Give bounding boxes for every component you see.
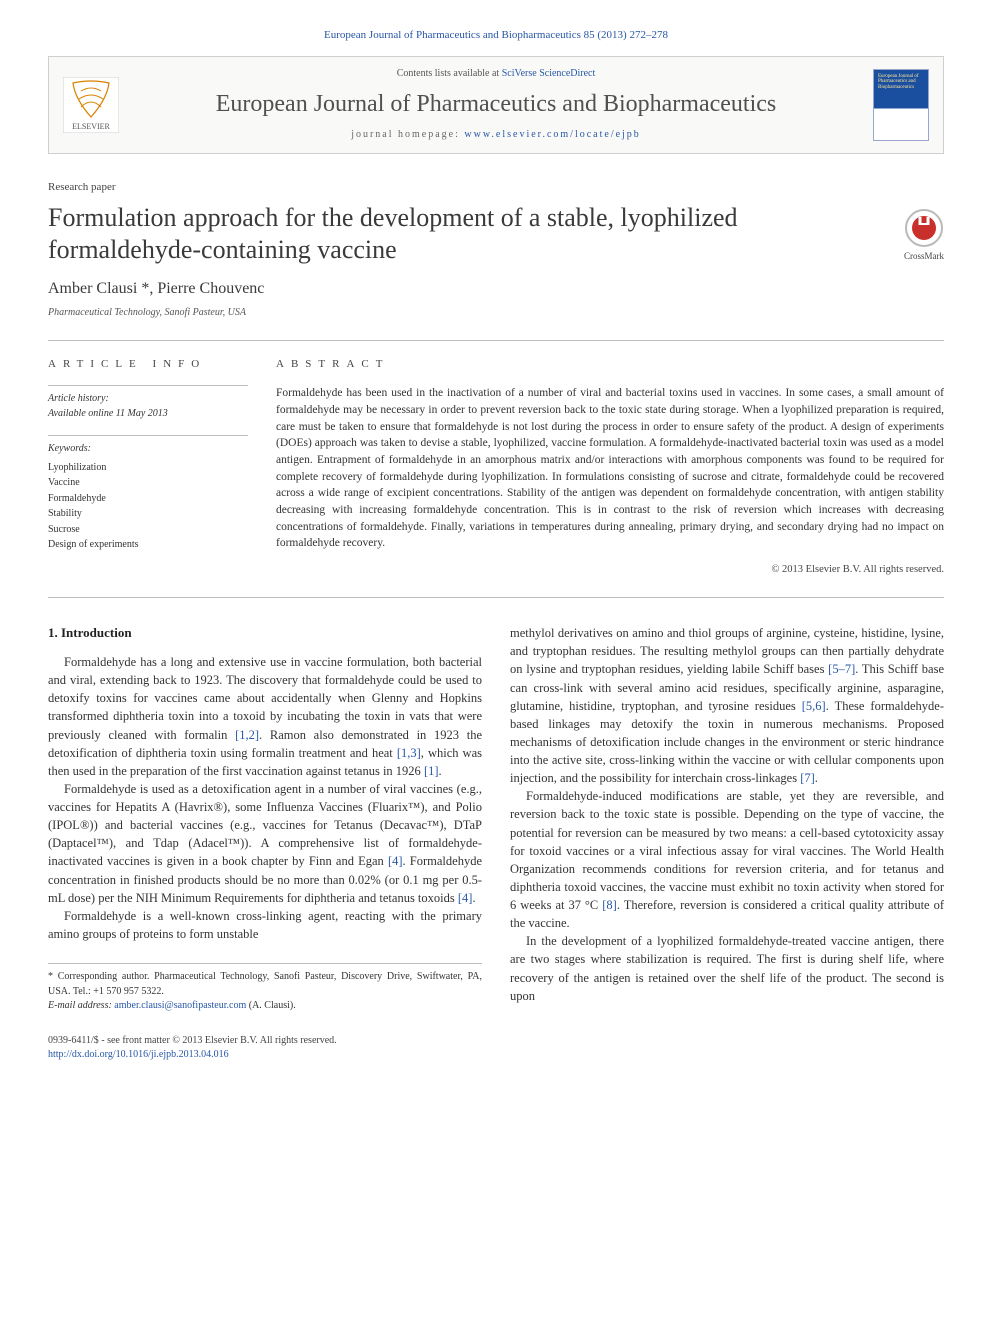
journal-cover-thumbnail: European Journal of Pharmaceutics and Bi… xyxy=(873,69,929,141)
contents-prefix: Contents lists available at xyxy=(397,68,502,79)
cite-link[interactable]: [4] xyxy=(458,891,473,905)
bottom-matter: 0939-6411/$ - see front matter © 2013 El… xyxy=(48,1034,944,1063)
paragraph: Formaldehyde is used as a detoxification… xyxy=(48,780,482,907)
crossmark-badge[interactable]: CrossMark xyxy=(904,208,944,263)
para-text: . xyxy=(472,891,475,905)
cite-link[interactable]: [5,6] xyxy=(802,699,826,713)
section-heading-intro: 1. Introduction xyxy=(48,624,482,643)
affiliation: Pharmaceutical Technology, Sanofi Pasteu… xyxy=(48,306,944,321)
email-link[interactable]: amber.clausi@sanofipasteur.com xyxy=(114,1000,246,1011)
article-info-heading: ARTICLE INFO xyxy=(48,357,248,373)
issn-line: 0939-6411/$ - see front matter © 2013 El… xyxy=(48,1034,944,1049)
history-label: Article history: xyxy=(48,393,109,404)
article-type-label: Research paper xyxy=(48,180,944,196)
homepage-line: journal homepage: www.elsevier.com/locat… xyxy=(127,128,865,143)
paragraph: In the development of a lyophilized form… xyxy=(510,932,944,1005)
cite-link[interactable]: [8] xyxy=(602,898,617,912)
paragraph: methylol derivatives on amino and thiol … xyxy=(510,624,944,787)
svg-text:ELSEVIER: ELSEVIER xyxy=(72,122,110,131)
homepage-link[interactable]: www.elsevier.com/locate/ejpb xyxy=(464,129,640,140)
cite-link[interactable]: [1] xyxy=(424,764,439,778)
footnote-block: * Corresponding author. Pharmaceutical T… xyxy=(48,963,482,1014)
doi-link[interactable]: http://dx.doi.org/10.1016/ji.ejpb.2013.0… xyxy=(48,1049,229,1060)
cite-link[interactable]: [7] xyxy=(800,771,815,785)
keyword: Stability xyxy=(48,506,248,522)
corresponding-author: * Corresponding author. Pharmaceutical T… xyxy=(48,970,482,999)
paragraph: Formaldehyde has a long and extensive us… xyxy=(48,653,482,780)
abstract-column: ABSTRACT Formaldehyde has been used in t… xyxy=(276,357,944,577)
crossmark-icon xyxy=(904,208,944,248)
sciencedirect-link[interactable]: SciVerse ScienceDirect xyxy=(502,68,596,79)
para-text: Formaldehyde-induced modifications are s… xyxy=(510,789,944,912)
cover-thumb-text: European Journal of Pharmaceutics and Bi… xyxy=(878,74,928,91)
cite-link[interactable]: [1,2] xyxy=(235,728,259,742)
authors: Amber Clausi *, Pierre Chouvenc xyxy=(48,277,944,300)
info-abstract-wrap: ARTICLE INFO Article history: Available … xyxy=(48,340,944,598)
abstract-text: Formaldehyde has been used in the inacti… xyxy=(276,385,944,552)
abstract-copyright: © 2013 Elsevier B.V. All rights reserved… xyxy=(276,562,944,577)
para-text: Formaldehyde is a well-known cross-linki… xyxy=(48,909,482,941)
keyword: Sucrose xyxy=(48,522,248,538)
homepage-prefix: journal homepage: xyxy=(351,129,464,140)
keyword: Lyophilization xyxy=(48,460,248,476)
para-text: . xyxy=(815,771,818,785)
keywords-block: Keywords: Lyophilization Vaccine Formald… xyxy=(48,435,248,553)
email-label: E-mail address: xyxy=(48,1000,114,1011)
para-text: In the development of a lyophilized form… xyxy=(510,934,944,1002)
body-columns: 1. Introduction Formaldehyde has a long … xyxy=(48,624,944,1013)
keyword: Vaccine xyxy=(48,475,248,491)
keyword: Formaldehyde xyxy=(48,491,248,507)
cite-link[interactable]: [4] xyxy=(388,854,403,868)
elsevier-logo: ELSEVIER xyxy=(63,77,119,133)
citation-banner: European Journal of Pharmaceutics and Bi… xyxy=(48,28,944,44)
contents-line: Contents lists available at SciVerse Sci… xyxy=(127,67,865,82)
crossmark-label: CrossMark xyxy=(904,250,944,263)
header-left: ELSEVIER xyxy=(63,77,119,133)
paper-title: Formulation approach for the development… xyxy=(48,202,886,267)
email-line: E-mail address: amber.clausi@sanofipaste… xyxy=(48,999,482,1014)
title-row: Formulation approach for the development… xyxy=(48,202,944,277)
cite-link[interactable]: [1,3] xyxy=(397,746,421,760)
journal-name: European Journal of Pharmaceutics and Bi… xyxy=(127,87,865,122)
cite-link[interactable]: [5–7] xyxy=(828,662,855,676)
article-info-column: ARTICLE INFO Article history: Available … xyxy=(48,357,248,577)
journal-header-box: ELSEVIER Contents lists available at Sci… xyxy=(48,56,944,154)
header-center: Contents lists available at SciVerse Sci… xyxy=(119,67,873,143)
keyword: Design of experiments xyxy=(48,537,248,553)
abstract-heading: ABSTRACT xyxy=(276,357,944,373)
email-tail: (A. Clausi). xyxy=(246,1000,295,1011)
paragraph: Formaldehyde is a well-known cross-linki… xyxy=(48,907,482,943)
keywords-label: Keywords: xyxy=(48,442,248,457)
history-value: Available online 11 May 2013 xyxy=(48,408,168,419)
paragraph: Formaldehyde-induced modifications are s… xyxy=(510,787,944,932)
para-text: . xyxy=(439,764,442,778)
article-history-block: Article history: Available online 11 May… xyxy=(48,385,248,421)
